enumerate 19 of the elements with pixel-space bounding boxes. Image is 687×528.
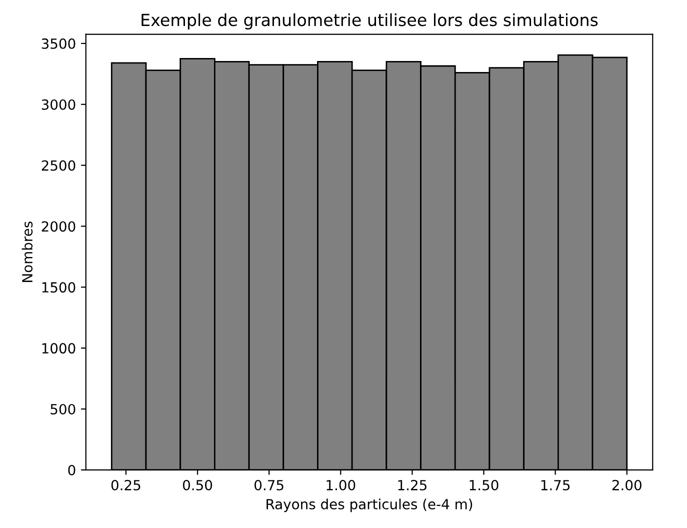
x-tick-label: 0.25 [111, 480, 140, 490]
x-tick-label: 1.75 [541, 480, 570, 490]
x-tick-label: 1.50 [470, 480, 498, 490]
x-tick-label: 0.50 [182, 480, 212, 490]
y-tick-label: 0 [68, 464, 76, 476]
x-tick-label: 1.25 [398, 480, 426, 490]
y-tick-label: 500 [50, 404, 76, 414]
x-tick-label: 2.00 [612, 480, 642, 490]
y-axis-title: Nombres [22, 222, 33, 282]
y-tick-label: 3000 [42, 99, 76, 110]
y-tick-label: 2000 [42, 221, 76, 232]
y-tick-label: 1000 [42, 343, 76, 354]
x-tick-label: 1.00 [326, 480, 356, 490]
y-tick-label: 1500 [42, 282, 76, 293]
y-tick-label: 3500 [42, 38, 76, 49]
y-tick-label: 2500 [42, 160, 76, 171]
chart-title: Exemple de granulometrie utilisee lors des simulations [142, 13, 598, 30]
x-tick-label: 0.75 [254, 480, 284, 490]
x-axis-title: Rayons des particules (e-4 m) [266, 498, 472, 512]
